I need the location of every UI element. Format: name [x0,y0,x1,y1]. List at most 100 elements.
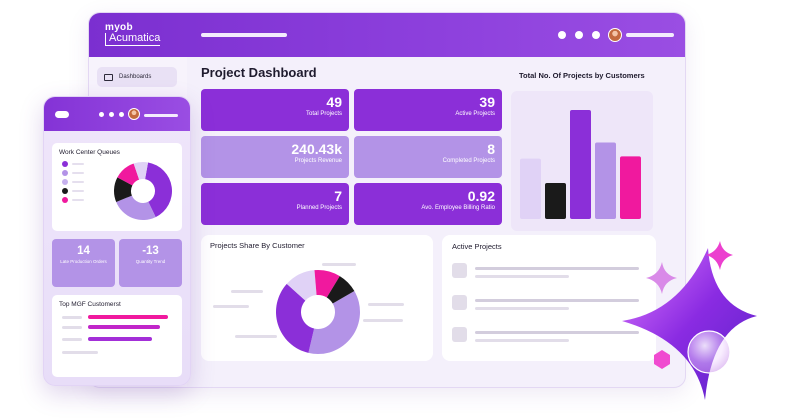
top-customers-title: Top MGF Customerst [59,301,121,308]
projects-share-donut [276,270,360,354]
legend-line [72,172,84,174]
menu-dot-icon[interactable] [592,31,600,39]
project-thumbnail[interactable] [452,263,467,278]
kpi-label: Quantity Trend [135,259,166,264]
legend-line [72,181,84,183]
legend-line [368,303,404,306]
projects-share-title: Projects Share By Customer [210,241,305,250]
user-name-placeholder [144,114,178,117]
mobile-app: Work Center Queues 14 Late Production Or… [43,96,191,386]
bar-chart [520,109,641,219]
bubble-icon [687,330,731,374]
donut-slice[interactable] [117,163,140,186]
menu-dot-icon[interactable] [558,31,566,39]
project-thumbnail[interactable] [452,295,467,310]
donut-slice[interactable] [145,162,173,218]
sidebar-item-dashboards[interactable]: Dashboards [97,67,177,87]
donut-slice[interactable] [308,291,360,354]
kpi-label: Planned Projects [296,205,342,211]
customer-bar [88,337,152,341]
bar-chart-panel [511,91,653,231]
kpi-label: Total Projects [305,111,342,117]
late-production-orders-tile[interactable]: 14 Late Production Orders [52,239,115,287]
menu-dot-icon[interactable] [109,112,114,117]
row-label-line [62,316,82,319]
logo-line-1: myob [105,22,133,33]
donut-slice[interactable] [314,270,340,298]
legend-line [235,335,277,338]
kpi-projects-revenue[interactable]: 240.43k Projects Revenue [201,136,349,178]
bar[interactable] [520,158,541,219]
mobile-top-bar [44,97,190,131]
bar[interactable] [595,142,616,219]
bar[interactable] [620,156,641,219]
kpi-value: 0.92 [467,188,495,204]
legend-dot [62,188,68,194]
legend-dot [62,170,68,176]
logo-line-2: Acumatica [105,33,161,46]
project-row-line [475,339,569,342]
active-projects-title: Active Projects [452,242,502,251]
kpi-billing-ratio[interactable]: 0.92 Avo. Employee Billing Ratio [354,183,502,225]
user-name-placeholder [626,33,674,37]
donut-slice[interactable] [286,270,317,301]
legend-line [363,319,403,322]
legend-line [72,190,84,192]
top-bar: myob Acumatica [89,13,685,57]
customer-bar [88,315,168,319]
donut-slice[interactable] [116,195,156,220]
work-center-queues-card: Work Center Queues [52,143,182,231]
project-row-line [475,307,569,310]
bar[interactable] [570,109,591,219]
project-row-line [475,275,569,278]
menu-dot-icon[interactable] [575,31,583,39]
kpi-planned-projects[interactable]: 7 Planned Projects [201,183,349,225]
donut-slice[interactable] [133,162,149,180]
logo[interactable]: myob Acumatica [105,22,161,46]
kpi-label: Active Projects [455,111,495,117]
kpi-value: 240.43k [291,141,342,157]
kpi-value: 49 [326,94,342,110]
bar[interactable] [545,183,566,219]
kpi-value: 14 [77,245,90,257]
customer-bar [88,325,160,329]
row-label-line [62,338,82,341]
kpi-active-projects[interactable]: 39 Active Projects [354,89,502,131]
top-customers-card: Top MGF Customerst [52,295,182,377]
bar-chart-title: Total No. Of Projects by Customers [519,71,645,80]
kpi-total-projects[interactable]: 49 Total Projects [201,89,349,131]
project-row-line [475,331,639,334]
row-label-line [62,326,82,329]
menu-icon[interactable] [55,111,69,118]
user-avatar[interactable] [128,108,140,120]
projects-share-card: Projects Share By Customer [201,235,433,361]
kpi-value: 7 [334,188,342,204]
project-row-line [475,267,639,270]
quantity-trend-tile[interactable]: -13 Quantity Trend [119,239,182,287]
user-avatar[interactable] [608,28,622,42]
active-projects-card: Active Projects [442,235,656,361]
menu-dot-icon[interactable] [99,112,104,117]
project-row-line [475,299,639,302]
search-bar[interactable] [201,33,287,37]
page-title: Project Dashboard [201,65,317,80]
small-star-icon [706,241,733,270]
donut-slice[interactable] [276,283,315,353]
legend-line [231,290,263,293]
kpi-label: Completed Projects [442,158,495,164]
row-label-line [62,351,98,354]
kpi-label: Projects Revenue [294,158,342,164]
donut-slice[interactable] [326,276,355,304]
kpi-value: -13 [142,245,159,257]
legend-line [72,163,84,165]
legend-line [72,199,84,201]
project-thumbnail[interactable] [452,327,467,342]
kpi-label: Avo. Employee Billing Ratio [421,205,495,211]
legend-line [213,305,249,308]
menu-dot-icon[interactable] [119,112,124,117]
kpi-completed-projects[interactable]: 8 Completed Projects [354,136,502,178]
donut-slice[interactable] [114,177,133,203]
work-center-queues-title: Work Center Queues [59,149,120,156]
kpi-value: 8 [487,141,495,157]
